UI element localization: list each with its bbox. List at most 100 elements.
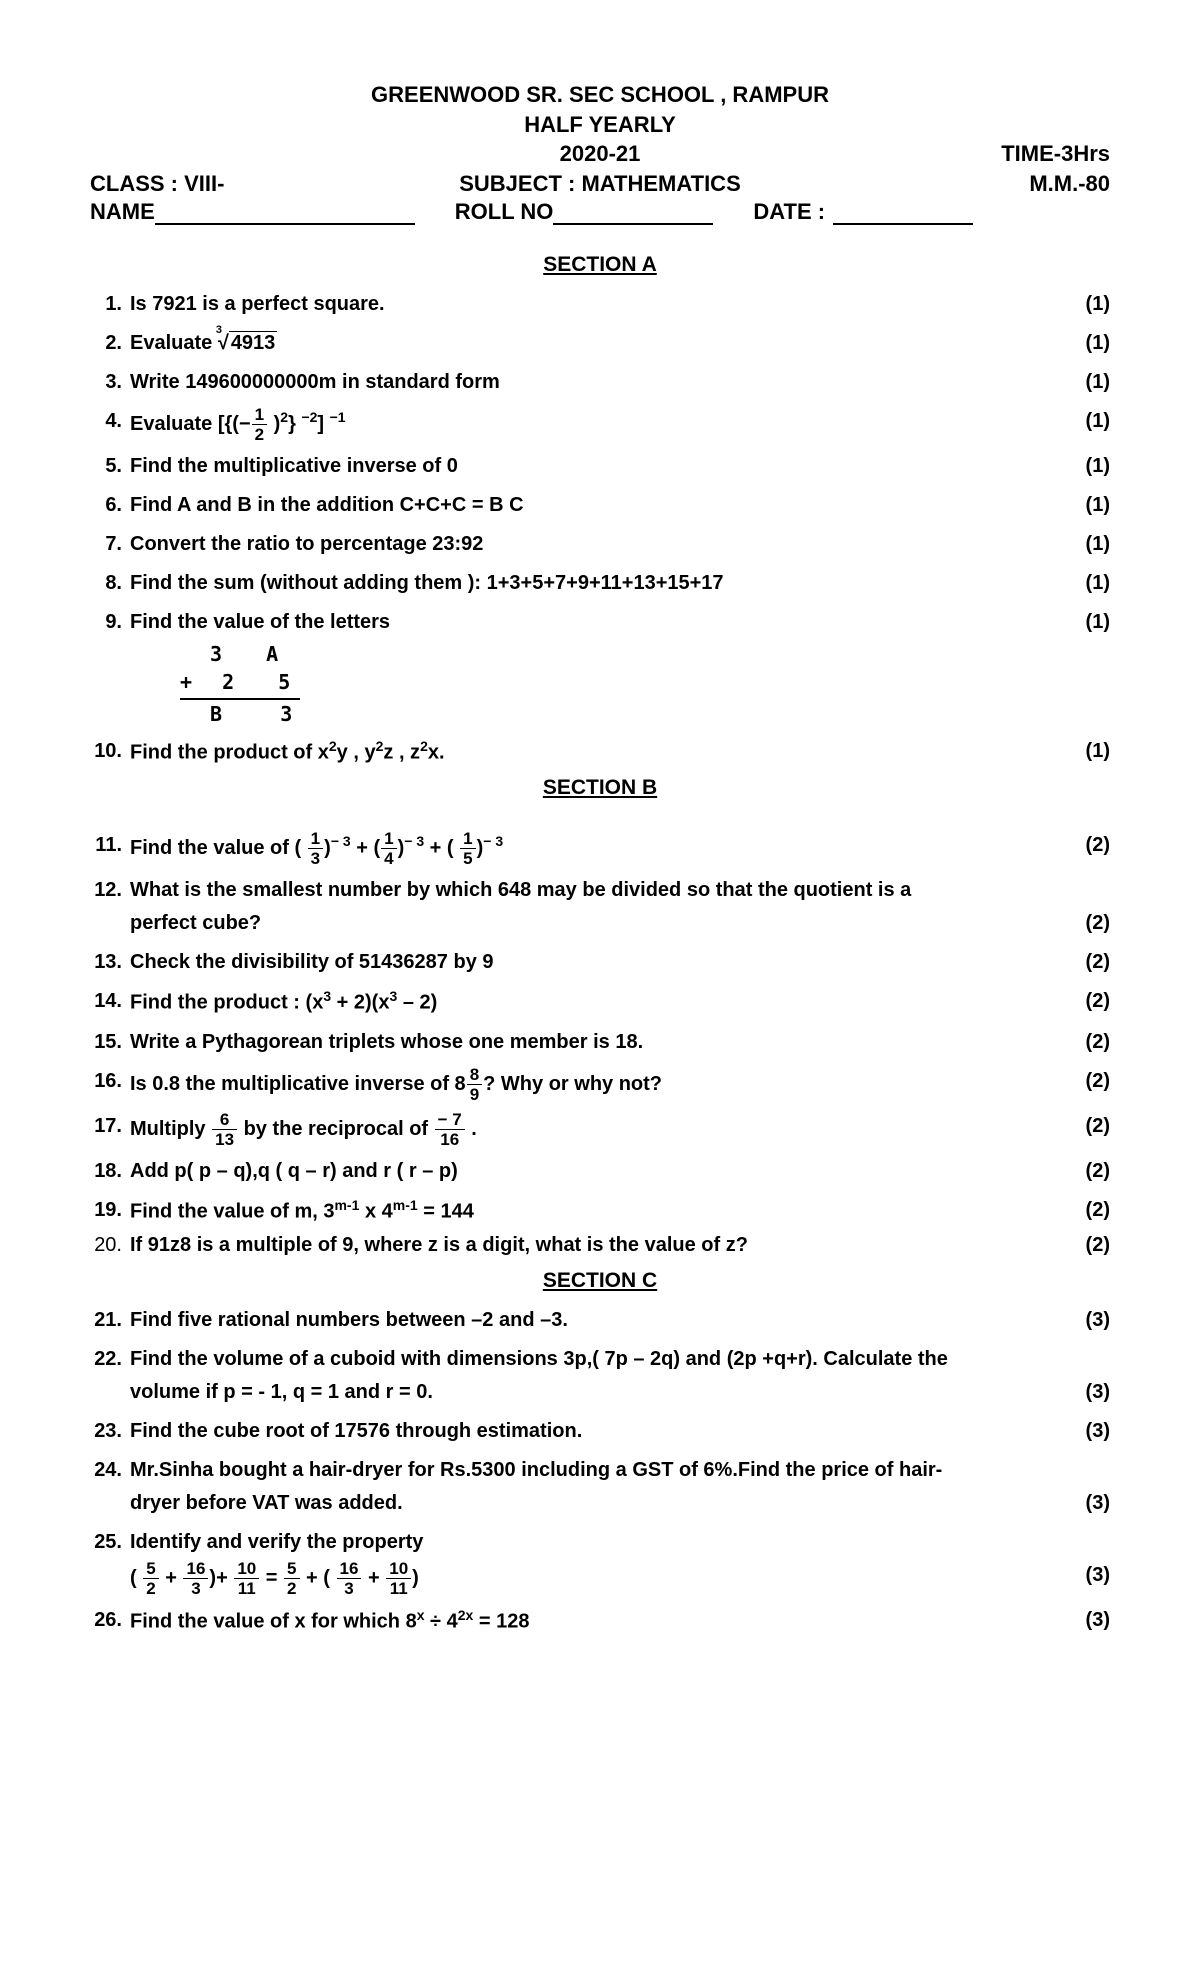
q-num: 14. [90,986,130,1017]
q-marks: (2) [1060,908,1110,939]
q-num: 9. [90,607,130,638]
q-marks: (2) [1060,947,1110,978]
q-text: Evaluate 3√4913 [130,328,1060,359]
q-num: 11. [90,830,130,861]
q-text-cont: perfect cube? [130,908,1060,939]
q-text: Find the product : (x3 + 2)(x3 – 2) [130,986,1060,1019]
q-text: Find the volume of a cuboid with dimensi… [130,1344,1060,1375]
q-num: 20. [90,1230,130,1261]
exam-name: HALF YEARLY [90,110,1110,140]
question-5: 5. Find the multiplicative inverse of 0 … [90,451,1110,482]
radicand: 4913 [229,331,278,354]
question-7: 7. Convert the ratio to percentage 23:92… [90,529,1110,560]
q-text: Is 0.8 the multiplicative inverse of 889… [130,1066,1060,1103]
q-text: ( 52 + 163)+ 1011 = 52 + ( 163 + 1011) [130,1560,1060,1597]
fraction: 13 [308,830,323,867]
question-18: 18. Add p( p – q),q ( q – r) and r ( r –… [90,1156,1110,1187]
section-b-questions: 11. Find the value of ( 13)− 3 + (14)− 3… [90,830,1110,1260]
q-marks: (2) [1060,1195,1110,1226]
q-num: 8. [90,568,130,599]
q9-line2: + 2 5 [180,668,300,700]
q-num: 4. [90,406,130,437]
question-17: 17. Multiply 613 by the reciprocal of − … [90,1111,1110,1148]
q-num: 17. [90,1111,130,1142]
q-marks: (2) [1060,1066,1110,1097]
q-marks: (2) [1060,1111,1110,1142]
question-4: 4. Evaluate [{(−12 )2} −2] −1 (1) [90,406,1110,443]
q-marks: (1) [1060,529,1110,560]
question-19: 19. Find the value of m, 3m-1 x 4m-1 = 1… [90,1195,1110,1228]
q-num: 22. [90,1344,130,1375]
q-marks: (1) [1060,367,1110,398]
q-num: 1. [90,289,130,320]
q-marks: (3) [1060,1560,1110,1591]
question-22: 22. Find the volume of a cuboid with dim… [90,1344,1110,1375]
question-10: 10. Find the product of x2y , y2z , z2x.… [90,736,1110,769]
section-c-questions: 21. Find five rational numbers between –… [90,1305,1110,1638]
question-26: 26. Find the value of x for which 8x ÷ 4… [90,1605,1110,1638]
question-2: 2. Evaluate 3√4913 (1) [90,328,1110,359]
q4-pre: Evaluate [{(− [130,413,251,435]
question-24-cont: dryer before VAT was added. (3) [90,1488,1110,1519]
q-marks: (1) [1060,451,1110,482]
q-text: Multiply 613 by the reciprocal of − 716 … [130,1111,1060,1148]
q-text: Evaluate [{(−12 )2} −2] −1 [130,406,1060,443]
q-text: Find five rational numbers between –2 an… [130,1305,1060,1336]
q-num: 26. [90,1605,130,1636]
question-24: 24. Mr.Sinha bought a hair-dryer for Rs.… [90,1455,1110,1486]
q-text: Find the product of x2y , y2z , z2x. [130,736,1060,769]
question-25: 25. Identify and verify the property [90,1527,1110,1558]
q-text: Add p( p – q),q ( q – r) and r ( r – p) [130,1156,1060,1187]
q-text: Convert the ratio to percentage 23:92 [130,529,1060,560]
q-num: 5. [90,451,130,482]
q-text: Write 149600000000m in standard form [130,367,1060,398]
exam-header: GREENWOOD SR. SEC SCHOOL , RAMPUR HALF Y… [90,80,1110,225]
fraction: 52 [284,1560,299,1597]
question-14: 14. Find the product : (x3 + 2)(x3 – 2) … [90,986,1110,1019]
question-12: 12. What is the smallest number by which… [90,875,1110,906]
fraction: 14 [381,830,396,867]
q9-line1: 3 A [180,640,1110,668]
q-text: Find the multiplicative inverse of 0 [130,451,1060,482]
q-marks: (1) [1060,289,1110,320]
q-text: Find the value of m, 3m-1 x 4m-1 = 144 [130,1195,1060,1228]
q-marks: (1) [1060,736,1110,767]
q-marks: (1) [1060,328,1110,359]
roll-blank[interactable] [553,203,713,225]
fraction: 52 [143,1560,158,1597]
question-1: 1. Is 7921 is a perfect square. (1) [90,289,1110,320]
q-text: Is 7921 is a perfect square. [130,289,1060,320]
q-text: Write a Pythagorean triplets whose one m… [130,1027,1060,1058]
q-text: Find the value of the letters [130,607,1060,638]
fraction: 613 [212,1111,237,1148]
q-text: If 91z8 is a multiple of 9, where z is a… [130,1230,1060,1261]
question-6: 6. Find A and B in the addition C+C+C = … [90,490,1110,521]
q-num: 23. [90,1416,130,1447]
question-15: 15. Write a Pythagorean triplets whose o… [90,1027,1110,1058]
subject-label: SUBJECT : MATHEMATICS [310,169,890,199]
question-21: 21. Find five rational numbers between –… [90,1305,1110,1336]
question-16: 16. Is 0.8 the multiplicative inverse of… [90,1066,1110,1103]
q-num: 12. [90,875,130,906]
q-num: 25. [90,1527,130,1558]
q-text: What is the smallest number by which 648… [130,875,1060,906]
q-marks: (2) [1060,1027,1110,1058]
fraction: 163 [337,1560,362,1597]
name-blank[interactable] [155,203,415,225]
max-marks-label: M.M.-80 [890,169,1110,199]
name-roll-date-row: NAME ROLL NO DATE : [90,199,1110,225]
q-num: 19. [90,1195,130,1226]
question-8: 8. Find the sum (without adding them ): … [90,568,1110,599]
q-text: Check the divisibility of 51436287 by 9 [130,947,1060,978]
date-blank[interactable] [833,203,973,225]
q-text: Find A and B in the addition C+C+C = B C [130,490,1060,521]
fraction: 163 [183,1560,208,1597]
q-marks: (3) [1060,1488,1110,1519]
fraction: 12 [252,406,267,443]
q-marks: (3) [1060,1305,1110,1336]
q-num: 13. [90,947,130,978]
q-marks: (2) [1060,830,1110,861]
question-3: 3. Write 149600000000m in standard form … [90,367,1110,398]
question-23: 23. Find the cube root of 17576 through … [90,1416,1110,1447]
q-text-cont: dryer before VAT was added. [130,1488,1060,1519]
